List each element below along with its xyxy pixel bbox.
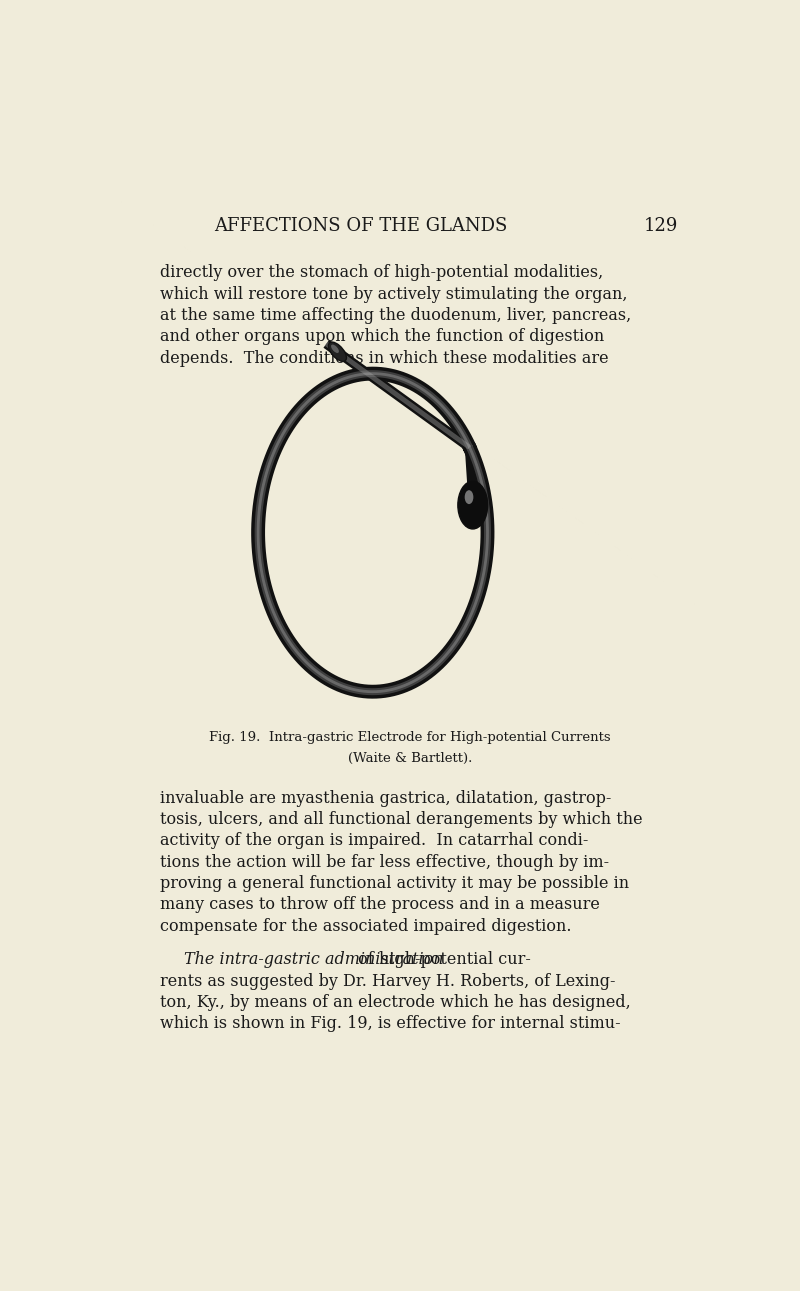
Text: invaluable are myasthenia gastrica, dilatation, gastrop-: invaluable are myasthenia gastrica, dila… xyxy=(161,790,612,807)
Text: The intra-gastric administration: The intra-gastric administration xyxy=(184,951,443,968)
Text: Fig. 19.  Intra-gastric Electrode for High-potential Currents: Fig. 19. Intra-gastric Electrode for Hig… xyxy=(209,731,611,744)
Circle shape xyxy=(458,482,488,529)
Text: 129: 129 xyxy=(644,217,678,235)
Text: which will restore tone by actively stimulating the organ,: which will restore tone by actively stim… xyxy=(161,285,628,302)
Text: directly over the stomach of high-potential modalities,: directly over the stomach of high-potent… xyxy=(161,265,604,281)
Text: many cases to throw off the process and in a measure: many cases to throw off the process and … xyxy=(161,896,600,914)
Circle shape xyxy=(465,491,474,503)
Text: compensate for the associated impaired digestion.: compensate for the associated impaired d… xyxy=(161,918,572,935)
Text: (Waite & Bartlett).: (Waite & Bartlett). xyxy=(348,751,472,764)
Ellipse shape xyxy=(329,342,346,361)
Text: which is shown in Fig. 19, is effective for internal stimu-: which is shown in Fig. 19, is effective … xyxy=(161,1015,621,1033)
Text: AFFECTIONS OF THE GLANDS: AFFECTIONS OF THE GLANDS xyxy=(214,217,507,235)
Ellipse shape xyxy=(331,345,339,352)
Text: tosis, ulcers, and all functional derangements by which the: tosis, ulcers, and all functional derang… xyxy=(161,811,643,828)
Text: ton, Ky., by means of an electrode which he has designed,: ton, Ky., by means of an electrode which… xyxy=(161,994,631,1011)
Text: rents as suggested by Dr. Harvey H. Roberts, of Lexing-: rents as suggested by Dr. Harvey H. Robe… xyxy=(161,972,616,989)
Text: of high-potential cur-: of high-potential cur- xyxy=(353,951,530,968)
Text: activity of the organ is impaired.  In catarrhal condi-: activity of the organ is impaired. In ca… xyxy=(161,833,589,849)
Text: tions the action will be far less effective, though by im-: tions the action will be far less effect… xyxy=(161,853,610,870)
Text: proving a general functional activity it may be possible in: proving a general functional activity it… xyxy=(161,875,630,892)
Text: and other organs upon which the function of digestion: and other organs upon which the function… xyxy=(161,328,605,346)
Text: depends.  The conditions in which these modalities are: depends. The conditions in which these m… xyxy=(161,350,609,367)
Text: at the same time affecting the duodenum, liver, pancreas,: at the same time affecting the duodenum,… xyxy=(161,307,632,324)
